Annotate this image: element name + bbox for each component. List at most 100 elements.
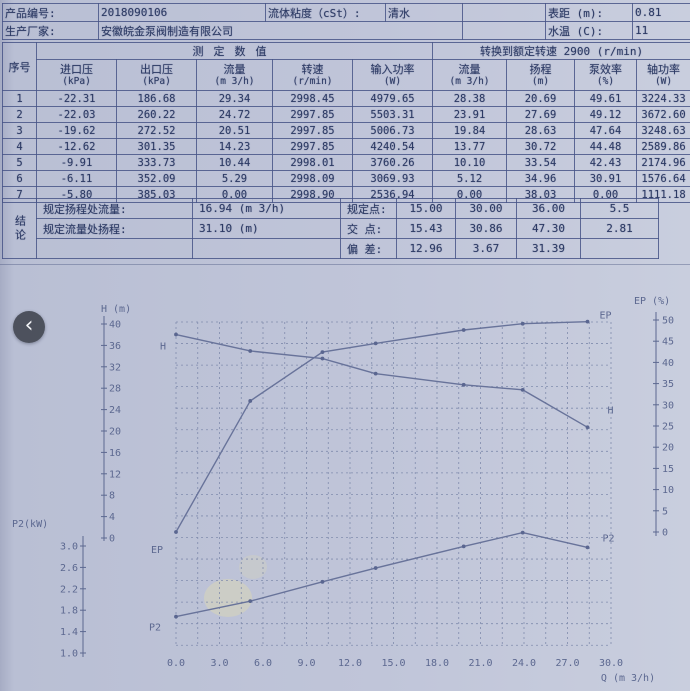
svg-text:16: 16 [109,448,121,459]
table-row: 2 -22.03 260.22 24.72 2997.85 5503.31 23.91 27.… [2,106,690,123]
conclusion-side-label: 结论 [2,198,37,259]
svg-text:H: H [608,405,614,416]
col-header-speed: 转速 (r/min) [272,59,353,91]
svg-text:35: 35 [662,379,674,390]
measured-data-table: 序号 测定数值 转换到额定转速 2900 (r/min) 进口压 (kPa) 出口… [2,42,690,203]
svg-text:25: 25 [662,422,674,433]
svg-text:40: 40 [662,358,674,369]
col-header-input-power: 输入功率 (W) [351,59,434,91]
table-row: 5 -9.91 333.73 10.44 2998.01 3760.26 10.10 33.5… [2,154,690,171]
carousel-prev-button[interactable]: ‹ [13,311,45,343]
svg-text:EP: EP [151,545,163,556]
table-row: 6 -6.11 352.09 5.29 2998.09 3069.93 5.12 34.96 3… [2,170,690,187]
svg-text:45: 45 [662,337,674,348]
svg-text:P2: P2 [603,533,615,544]
measured-values-group-header: 测定数值 [35,42,434,60]
chart-grid [175,321,612,646]
svg-text:1.8: 1.8 [60,606,78,617]
svg-text:0: 0 [662,528,668,539]
conclusion-table: 结论 规定扬程处流量: 16.94 (m 3/h) 规定点: 15.00 30.… [2,198,659,259]
fluid-value: 清水 [385,3,463,22]
col-index-header: 序号 [2,42,37,91]
rated-point-label: 规定点: [340,198,397,219]
manufacturer-label: 生产厂家: [2,21,99,40]
svg-text:0: 0 [109,534,115,545]
svg-text:30.0: 30.0 [599,658,623,669]
svg-text:40: 40 [109,320,121,331]
axis-Q: 0.0 3.0 6.0 9.0 12.0 15.0 18.0 21.0 24.0 27.0 30.0… [167,658,655,684]
table-row: 4 -12.62 301.35 14.23 2997.85 4240.54 13.77 30.… [2,138,690,155]
svg-text:8: 8 [109,491,115,502]
series-EP: EP EP [151,311,612,556]
svg-text:32: 32 [109,362,121,373]
series-P2: P2 P2 [149,530,615,634]
rated-flow-head-label: 规定流量处扬程: [36,218,193,239]
column-header-row: 进口压 (kPa) 出口压 (kPa) 流量 (m 3/h) 转速 (r/min) 输入… [3,59,690,91]
table-row: 1 -22.31 186.68 29.34 2998.45 4979.65 28.38 20.… [2,90,690,107]
product-no-label: 产品编号: [2,3,99,22]
rated-head-flow-value: 16.94 (m 3/h) [192,198,341,219]
svg-text:2.6: 2.6 [60,563,78,574]
manufacturer-value: 安徽皖金泵阀制造有限公司 [98,21,463,40]
deviation-label: 偏 差: [340,238,397,259]
svg-text:20: 20 [662,443,674,454]
svg-text:5: 5 [662,506,668,517]
rated-flow-head-value: 31.10 (m) [192,218,341,239]
scan-stains [204,555,267,617]
viscosity-label: 流体粘度（cSt）: [265,3,386,22]
svg-text:12.0: 12.0 [338,658,362,669]
svg-text:1.0: 1.0 [60,649,78,660]
svg-text:21.0: 21.0 [468,658,492,669]
product-no-value: 2018090106 [98,3,266,22]
svg-text:24.0: 24.0 [512,658,536,669]
svg-text:30: 30 [662,400,674,411]
svg-text:50: 50 [662,316,674,327]
spacer-cell [462,3,546,22]
col-header-flow-conv: 流量 (m 3/h) [432,59,508,91]
svg-text:2.2: 2.2 [60,584,78,595]
svg-text:H: H [160,342,166,353]
cross-point-label: 交 点: [340,218,397,239]
col-header-shaft-power: 轴功率 (W) [636,59,690,91]
svg-text:6.0: 6.0 [254,658,272,669]
col-header-outlet-pressure: 出口压 (kPa) [116,59,197,91]
svg-text:3.0: 3.0 [60,542,78,553]
axis-P2: P2(kW) 3.0 2.6 2.2 1.8 1.4 1.0 [12,519,86,660]
col-header-efficiency: 泵效率 (%) [574,59,638,91]
svg-text:18.0: 18.0 [425,658,449,669]
svg-text:P2: P2 [149,623,161,634]
table-row: 3 -19.62 272.52 20.51 2997.85 5006.73 19.84 28.… [2,122,690,139]
spacer-cell [462,21,546,40]
svg-text:EP: EP [600,311,612,322]
info-row-2: 生产厂家: 安徽皖金泵阀制造有限公司 水温 (C): 11 [2,21,690,40]
conclusion-row: 结论 规定扬程处流量: 16.94 (m 3/h) 规定点: 15.00 30.… [2,198,659,259]
water-temp-value: 11 [632,21,690,40]
svg-text:12: 12 [109,469,121,480]
group-header-row: 序号 测定数值 转换到额定转速 2900 (r/min) [2,42,690,91]
svg-text:P2(kW): P2(kW) [12,519,48,530]
info-row-1: 产品编号: 2018090106 流体粘度（cSt）: 清水 表距 (m): 0… [2,3,690,22]
col-header-inlet-pressure: 进口压 (kPa) [36,59,117,91]
svg-text:27.0: 27.0 [555,658,579,669]
gauge-distance-value: 0.81 [632,3,690,22]
svg-text:15: 15 [662,464,674,475]
page-divider-line [0,264,690,265]
svg-text:0.0: 0.0 [167,658,185,669]
svg-text:20: 20 [109,427,121,438]
svg-text:3.0: 3.0 [210,658,228,669]
svg-text:36: 36 [109,341,121,352]
svg-text:24: 24 [109,405,121,416]
conclusion-row: 规定流量处扬程: 31.10 (m) 交 点: 15.43 30.86 47.3… [3,218,659,239]
gauge-distance-label: 表距 (m): [545,3,633,22]
svg-text:15.0: 15.0 [381,658,405,669]
product-info-table: 产品编号: 2018090106 流体粘度（cSt）: 清水 表距 (m): 0… [2,3,690,40]
svg-text:9.0: 9.0 [297,658,315,669]
chevron-left-icon: ‹ [24,313,34,338]
svg-text:H (m): H (m) [101,304,131,315]
water-temp-label: 水温 (C): [545,21,633,40]
col-header-flow: 流量 (m 3/h) [196,59,273,91]
converted-speed-group-header: 转换到额定转速 2900 (r/min) [432,42,690,60]
